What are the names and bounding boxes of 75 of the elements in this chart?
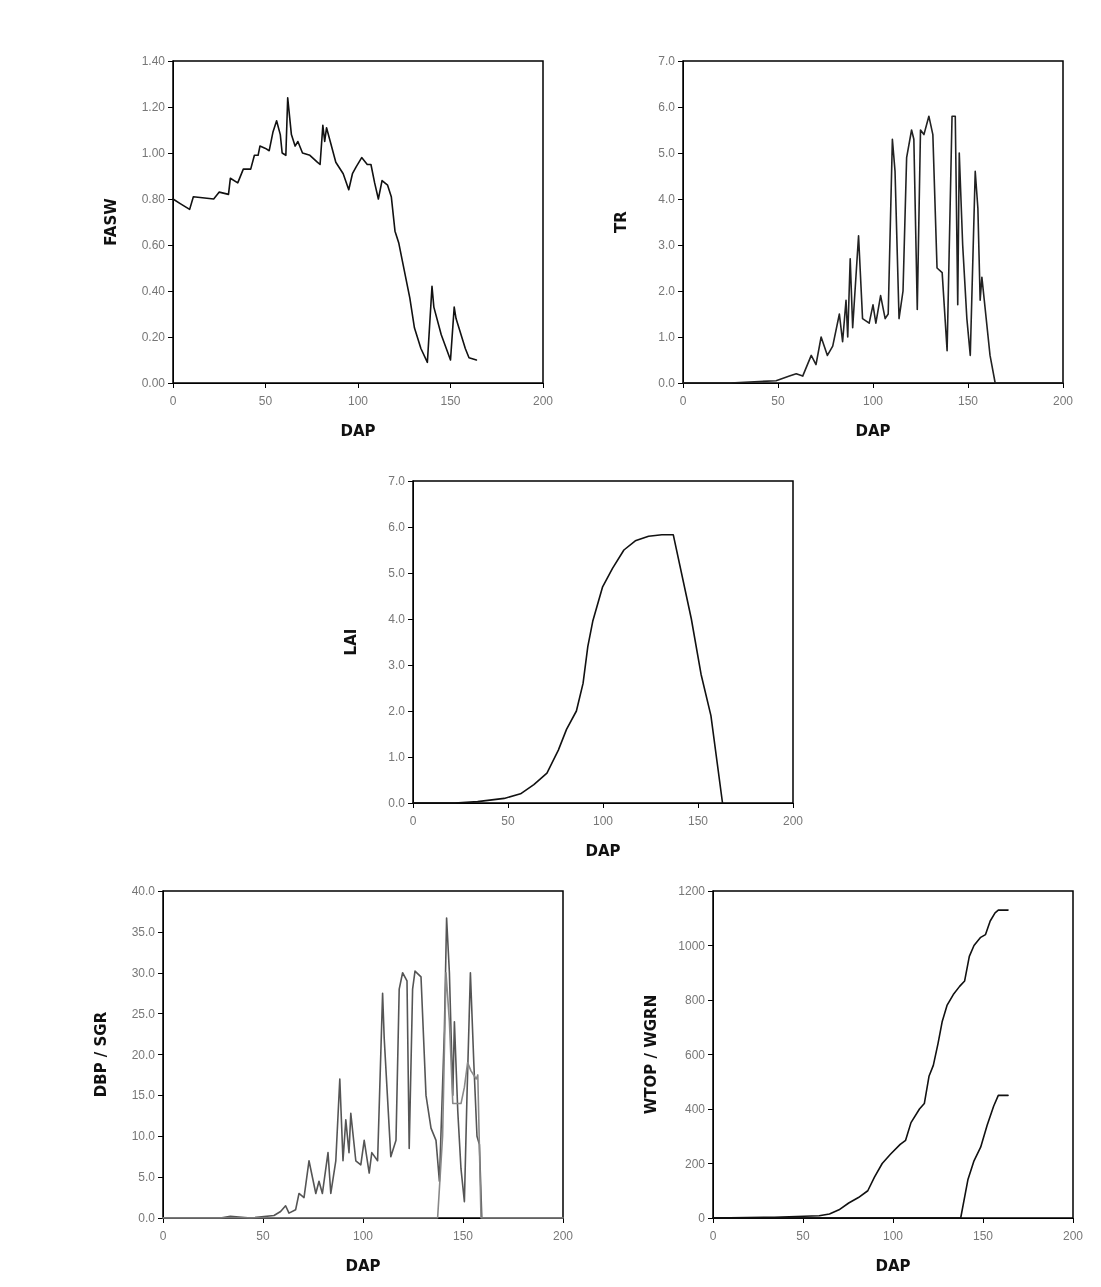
y-tick-label: 10.0 xyxy=(131,1129,156,1144)
y-tick-label: 0.20 xyxy=(141,330,166,344)
y-tick-label: 2.0 xyxy=(658,284,676,298)
y-tick-label: 0.0 xyxy=(388,796,406,810)
y-tick-label: 0.00 xyxy=(141,376,166,390)
y-tick-label: 600 xyxy=(684,1047,706,1062)
y-tick-label: 40.0 xyxy=(131,884,156,898)
x-tick-label: 150 xyxy=(440,394,461,408)
y-tick-label: 6.0 xyxy=(658,100,676,114)
y-tick-label: 1.00 xyxy=(141,146,166,160)
x-tick-label: 100 xyxy=(592,814,614,828)
x-tick-label: 200 xyxy=(1052,394,1074,408)
y-tick-label: 200 xyxy=(684,1156,706,1171)
x-tick-label: 150 xyxy=(972,1229,994,1243)
y-tick-label: 3.0 xyxy=(658,238,676,252)
x-tick-label: 100 xyxy=(352,1229,374,1243)
x-axis-title: DAP xyxy=(345,1256,381,1275)
y-axis-title: LAI xyxy=(341,628,360,656)
y-tick-label: 35.0 xyxy=(131,924,156,939)
x-tick-label: 50 xyxy=(501,814,515,828)
x-tick-label: 150 xyxy=(957,394,979,408)
y-axis-title: WTOP / WGRN xyxy=(641,994,660,1115)
y-tick-label: 15.0 xyxy=(131,1088,156,1103)
y-tick-label: 25.0 xyxy=(131,1006,156,1021)
y-tick-label: 20.0 xyxy=(131,1047,156,1062)
y-axis-title: FASW xyxy=(101,197,120,246)
x-tick-label: 200 xyxy=(1062,1229,1084,1243)
y-tick-label: 0.40 xyxy=(141,284,166,298)
x-tick-label: 150 xyxy=(452,1229,474,1243)
y-tick-label: 1.0 xyxy=(388,750,406,764)
y-axis-title: DBP / SGR xyxy=(91,1011,110,1098)
x-axis-title: DAP xyxy=(855,421,891,440)
y-tick-label: 1.40 xyxy=(141,54,166,68)
y-tick-label: 7.0 xyxy=(388,474,406,488)
y-tick-label: 6.0 xyxy=(388,520,406,534)
x-axis-title: DAP xyxy=(585,841,621,860)
x-tick-label: 0 xyxy=(709,1229,717,1243)
x-tick-label: 100 xyxy=(882,1229,904,1243)
y-tick-label: 800 xyxy=(684,993,706,1007)
x-tick-label: 150 xyxy=(687,814,709,828)
x-tick-label: 200 xyxy=(552,1229,574,1243)
y-tick-label: 5.0 xyxy=(658,146,676,160)
line-series xyxy=(172,97,478,364)
y-tick-label: 0 xyxy=(698,1211,706,1225)
y-axis-title: TR xyxy=(611,210,630,233)
line-series xyxy=(412,534,724,804)
x-tick-label: 0 xyxy=(169,394,177,408)
x-axis-title: DAP xyxy=(875,1256,911,1275)
y-tick-label: 0.80 xyxy=(141,192,166,206)
y-tick-label: 0.60 xyxy=(141,238,166,252)
y-tick-label: 5.0 xyxy=(138,1170,156,1185)
y-tick-label: 0.0 xyxy=(658,376,676,390)
y-tick-label: 1.0 xyxy=(658,330,676,344)
y-tick-label: 1.20 xyxy=(141,100,166,114)
y-tick-label: 1200 xyxy=(678,884,706,898)
x-axis-title: DAP xyxy=(340,421,376,440)
y-tick-label: 4.0 xyxy=(388,612,406,626)
x-tick-label: 200 xyxy=(782,814,804,828)
x-tick-label: 50 xyxy=(771,394,785,408)
x-tick-label: 50 xyxy=(796,1229,810,1243)
y-tick-label: 7.0 xyxy=(658,54,676,68)
y-tick-label: 3.0 xyxy=(388,658,406,672)
y-tick-label: 400 xyxy=(684,1102,706,1116)
x-tick-label: 100 xyxy=(862,394,884,408)
x-tick-label: 100 xyxy=(347,394,369,408)
x-tick-label: 50 xyxy=(258,394,273,408)
y-tick-label: 0.0 xyxy=(138,1211,156,1225)
y-tick-label: 1000 xyxy=(678,938,706,953)
y-tick-label: 5.0 xyxy=(388,566,406,580)
y-tick-label: 2.0 xyxy=(388,704,406,718)
x-tick-label: 200 xyxy=(532,394,554,408)
y-tick-label: 30.0 xyxy=(131,965,156,980)
x-tick-label: 50 xyxy=(256,1229,270,1243)
y-tick-label: 4.0 xyxy=(658,192,676,206)
x-tick-label: 0 xyxy=(409,814,417,828)
